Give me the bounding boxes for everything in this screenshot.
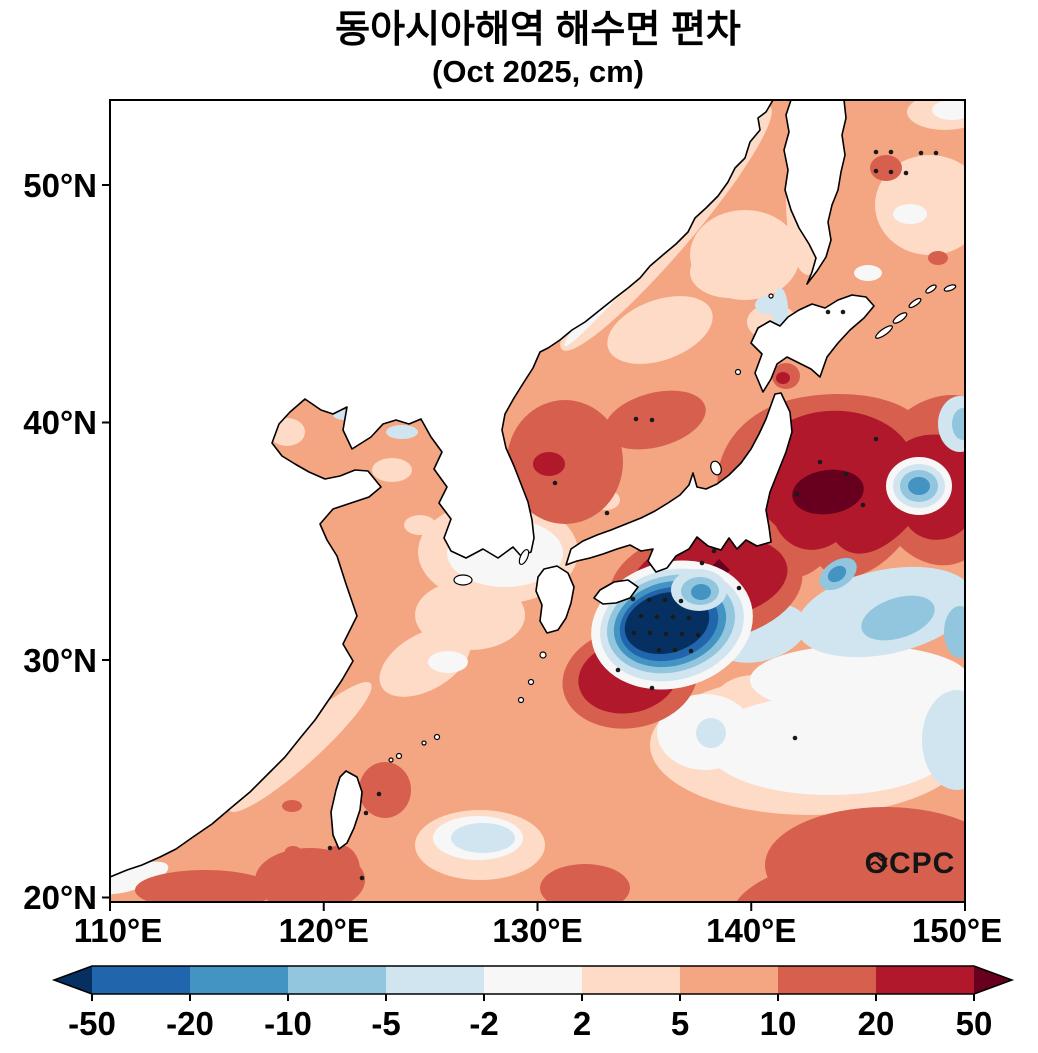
coastline-taiwan (330, 770, 363, 850)
ocpc-watermark: OCPC (865, 847, 956, 880)
colorbar-segment-3 (386, 966, 484, 994)
y-tick-50n: 50°N (23, 167, 97, 204)
small-islands (388, 284, 957, 763)
east-of-japan-maroon-core (792, 469, 864, 515)
colorbar-extend-low-arrow (54, 966, 92, 994)
ocpc-watermark-text: OCPC (865, 847, 956, 880)
colorbar-segment-4 (484, 966, 582, 994)
colorbar-segment-8 (876, 966, 974, 994)
y-tick-30n: 30°N (23, 642, 97, 679)
x-tick-120e: 120°E (279, 912, 369, 949)
x-tick-130e: 130°E (492, 912, 582, 949)
colorbar-tick-label-1: -20 (166, 1005, 214, 1042)
east-of-taiwan-patch (359, 762, 411, 818)
colorbar-tick-label-2: -10 (264, 1005, 312, 1042)
okhotsk-positive-patch (870, 155, 902, 181)
axes: 50°N 40°N 30°N 20°N 110°E 120°E 130°E 14… (23, 99, 1002, 949)
colorbar-ticks (91, 994, 975, 1001)
y-tick-40n: 40°N (23, 404, 97, 441)
coastline-sakhalin (783, 100, 847, 285)
colorbar-tick-label-0: -50 (68, 1005, 116, 1042)
coastline-shikoku (593, 579, 639, 605)
x-tick-140e: 140°E (706, 912, 796, 949)
coastlines (110, 100, 957, 878)
colorbar-segment-2 (288, 966, 386, 994)
northwest-of-honshu-patch (604, 390, 706, 450)
colorbar-tick-label-6: 5 (671, 1005, 689, 1042)
negative-anomaly-regions (591, 396, 965, 690)
coastline-mainland-asia-korea (110, 100, 774, 878)
colorbar-tick-label-7: 10 (760, 1005, 797, 1042)
significance-stipple-dots (327, 149, 939, 881)
colorbar-tick-label-4: -2 (469, 1005, 498, 1042)
colorbar-tick-label-3: -5 (371, 1005, 400, 1042)
colorbar-extend-high-arrow (974, 966, 1012, 994)
chart-title: 동아시아해역 해수면 편차 (335, 9, 741, 51)
anomaly-field: OCPC (110, 100, 965, 902)
colorbar: -50 -20 -10 -5 -2 2 5 10 20 50 (51, 965, 1015, 1042)
colorbar-tick-label-9: 50 (956, 1005, 993, 1042)
coastline-kyushu (535, 565, 575, 634)
coastline-hokkaido (750, 294, 875, 393)
colorbar-tick-label-8: 20 (858, 1005, 895, 1042)
x-tick-110e: 110°E (74, 912, 162, 949)
east-of-korea-positive-patch (507, 400, 623, 524)
colorbar-segment-0 (92, 966, 190, 994)
embedded-negative-eddy (908, 477, 930, 495)
chart-subtitle: (Oct 2025, cm) (432, 54, 644, 89)
colorbar-segment-7 (778, 966, 876, 994)
colorbar-tick-label-5: 2 (573, 1005, 591, 1042)
axis-ticks (102, 184, 966, 911)
colorbar-segment-6 (680, 966, 778, 994)
x-tick-150e: 150°E (912, 912, 1002, 949)
colorbar-segment-1 (190, 966, 288, 994)
ocpc-wave-icon (870, 854, 888, 869)
y-tick-20n: 20°N (23, 879, 97, 916)
colorbar-segment-5 (582, 966, 680, 994)
coastline-honshu (565, 392, 793, 573)
